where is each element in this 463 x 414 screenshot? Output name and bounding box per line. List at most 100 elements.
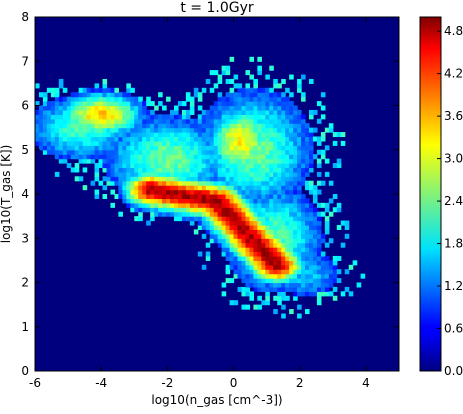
heatmap-cell	[293, 233, 298, 239]
heatmap-cell	[142, 198, 147, 204]
heatmap-cell	[241, 132, 247, 138]
heatmap-cell	[301, 291, 306, 297]
heatmap-cell	[173, 118, 179, 124]
heatmap-cell	[177, 198, 183, 204]
heatmap-cell	[225, 132, 231, 138]
heatmap-cell	[122, 176, 127, 182]
heatmap-cell	[197, 132, 203, 138]
heatmap-cell	[312, 282, 318, 288]
heatmap-cell	[221, 238, 227, 244]
heatmap-cell	[281, 163, 286, 169]
heatmap-cell	[50, 127, 56, 133]
heatmap-cell	[162, 198, 167, 204]
heatmap-cell	[225, 238, 231, 244]
heatmap-cell	[126, 189, 131, 195]
heatmap-cell	[312, 109, 318, 115]
heatmap-cell	[217, 171, 223, 177]
heatmap-cell	[213, 145, 219, 151]
heatmap-cell	[173, 154, 179, 160]
heatmap-cell	[138, 109, 143, 115]
heatmap-cell	[328, 282, 334, 288]
heatmap-cell	[138, 158, 143, 164]
heatmap-cell	[102, 136, 108, 142]
heatmap-cell	[229, 229, 235, 235]
heatmap-cell	[281, 202, 286, 208]
heatmap-cell	[245, 101, 251, 107]
heatmap-cell	[38, 145, 44, 151]
heatmap-cell	[185, 136, 191, 142]
heatmap-cell	[281, 114, 286, 120]
heatmap-cell	[189, 176, 195, 182]
heatmap-cell	[289, 158, 294, 164]
heatmap-cell	[158, 202, 163, 208]
heatmap-cell	[217, 211, 223, 217]
heatmap-cell	[237, 118, 243, 124]
heatmap-cell	[301, 180, 306, 186]
colorbar-tick-label: 3.6	[444, 109, 463, 123]
heatmap-cell	[185, 176, 191, 182]
heatmap-cell	[324, 255, 330, 261]
heatmap-cell	[277, 229, 282, 235]
heatmap-cell	[217, 163, 223, 169]
heatmap-cell	[38, 140, 44, 146]
heatmap-cell	[305, 207, 310, 213]
heatmap-cell	[205, 229, 211, 235]
heatmap-cell	[158, 149, 163, 155]
heatmap-cell	[293, 295, 298, 301]
heatmap-cell	[285, 260, 290, 266]
heatmap-cell	[201, 176, 207, 182]
heatmap-cell	[328, 180, 334, 186]
heatmap-cell	[42, 114, 48, 120]
heatmap-cell	[257, 278, 262, 284]
heatmap-cell	[90, 92, 96, 98]
heatmap-cell	[340, 140, 346, 146]
heatmap-cell	[126, 132, 131, 138]
heatmap-cell	[308, 264, 314, 270]
heatmap-cell	[221, 114, 227, 120]
heatmap-cell	[42, 145, 48, 151]
heatmap-cell	[86, 105, 92, 111]
heatmap-cell	[332, 260, 338, 266]
heatmap-cell	[193, 118, 199, 124]
heatmap-cell	[118, 189, 123, 195]
heatmap-cell	[38, 105, 44, 111]
heatmap-cell	[305, 140, 310, 146]
heatmap-cell	[281, 101, 286, 107]
heatmap-cell	[289, 278, 294, 284]
heatmap-cell	[209, 202, 215, 208]
heatmap-cell	[217, 189, 223, 195]
heatmap-cell	[281, 96, 286, 102]
heatmap-cell	[305, 282, 310, 288]
heatmap-cell	[316, 238, 322, 244]
heatmap-cell	[201, 145, 207, 151]
heatmap-cell	[229, 278, 235, 284]
heatmap-cell	[217, 136, 223, 142]
heatmap-cell	[285, 220, 290, 226]
heatmap-cell	[281, 207, 286, 213]
heatmap-cell	[209, 118, 215, 124]
heatmap-cell	[209, 145, 215, 151]
heatmap-cell	[324, 202, 330, 208]
heatmap-cell	[301, 163, 306, 169]
heatmap-cell	[58, 145, 64, 151]
heatmap-cell	[245, 96, 251, 102]
heatmap-cell	[320, 154, 326, 160]
heatmap-cell	[62, 158, 68, 164]
heatmap-cell	[225, 211, 231, 217]
colorbar-tick-label: 1.2	[444, 279, 463, 293]
heatmap-cell	[245, 304, 251, 310]
heatmap-cell	[293, 211, 298, 217]
heatmap-cell	[134, 185, 139, 191]
heatmap-cell	[201, 158, 207, 164]
heatmap-cell	[320, 114, 326, 120]
heatmap-cell	[293, 229, 298, 235]
heatmap-cell	[130, 167, 135, 173]
heatmap-cell	[312, 127, 318, 133]
heatmap-cell	[170, 185, 175, 191]
heatmap-cell	[154, 171, 159, 177]
heatmap-cell	[253, 87, 258, 93]
heatmap-cell	[162, 189, 167, 195]
heatmap-cell	[173, 202, 179, 208]
heatmap-cell	[257, 211, 262, 217]
heatmap-cell	[170, 158, 175, 164]
